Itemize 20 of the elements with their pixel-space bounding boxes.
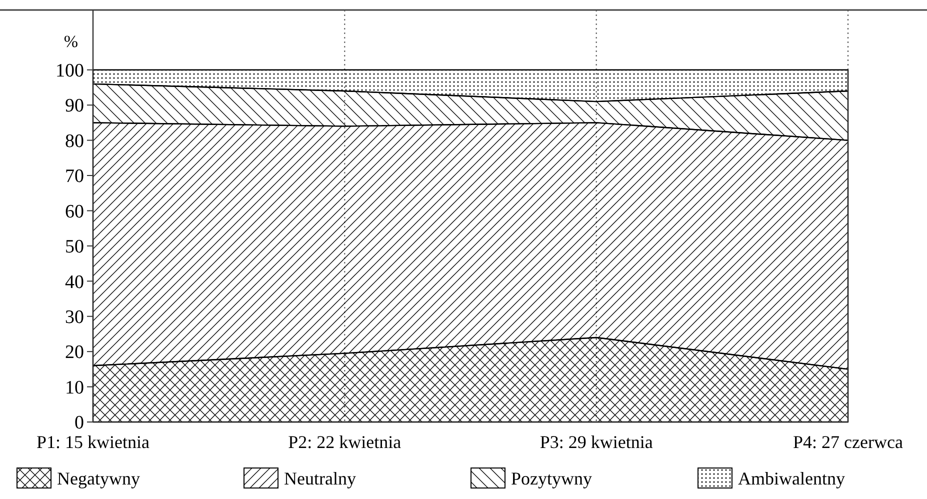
legend-label: Negatywny <box>57 468 140 488</box>
legend-label: Neutralny <box>284 468 356 488</box>
x-tick-label: P1: 15 kwietnia <box>36 432 150 452</box>
y-tick-label: 10 <box>65 377 84 398</box>
y-tick-label: 60 <box>65 201 84 222</box>
y-tick-label: 100 <box>56 60 84 82</box>
x-tick-label: P2: 22 kwietnia <box>288 432 402 452</box>
x-tick-label: P3: 29 kwietnia <box>540 432 653 452</box>
legend-label: Pozytywny <box>511 468 592 488</box>
y-tick-label: 40 <box>65 272 84 293</box>
y-tick-label: 80 <box>65 130 84 152</box>
x-tick-label: P4: 27 czerwca <box>793 432 903 452</box>
y-tick-label: 50 <box>65 236 84 258</box>
legend-label: Ambiwalentny <box>738 468 845 488</box>
y-tick-label: 30 <box>65 307 84 328</box>
y-tick-label: 90 <box>65 96 84 117</box>
y-tick-label: 20 <box>65 342 84 364</box>
y-tick-label: 70 <box>65 166 84 188</box>
y-axis-title: % <box>64 32 78 51</box>
y-tick-label: 0 <box>74 412 84 434</box>
